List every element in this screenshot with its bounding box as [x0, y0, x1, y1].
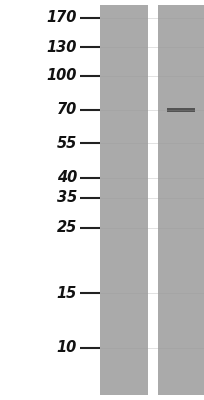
Text: 130: 130 — [47, 40, 77, 54]
Text: 10: 10 — [57, 340, 77, 356]
Text: 100: 100 — [47, 68, 77, 84]
Text: 40: 40 — [57, 170, 77, 186]
Text: 15: 15 — [57, 286, 77, 300]
Bar — [167, 108, 195, 112]
Bar — [100, 5, 148, 395]
Text: 55: 55 — [57, 136, 77, 150]
Text: 170: 170 — [47, 10, 77, 26]
Text: 35: 35 — [57, 190, 77, 206]
Bar — [158, 5, 204, 395]
Text: 25: 25 — [57, 220, 77, 236]
Text: 70: 70 — [57, 102, 77, 118]
Bar — [148, 5, 158, 395]
